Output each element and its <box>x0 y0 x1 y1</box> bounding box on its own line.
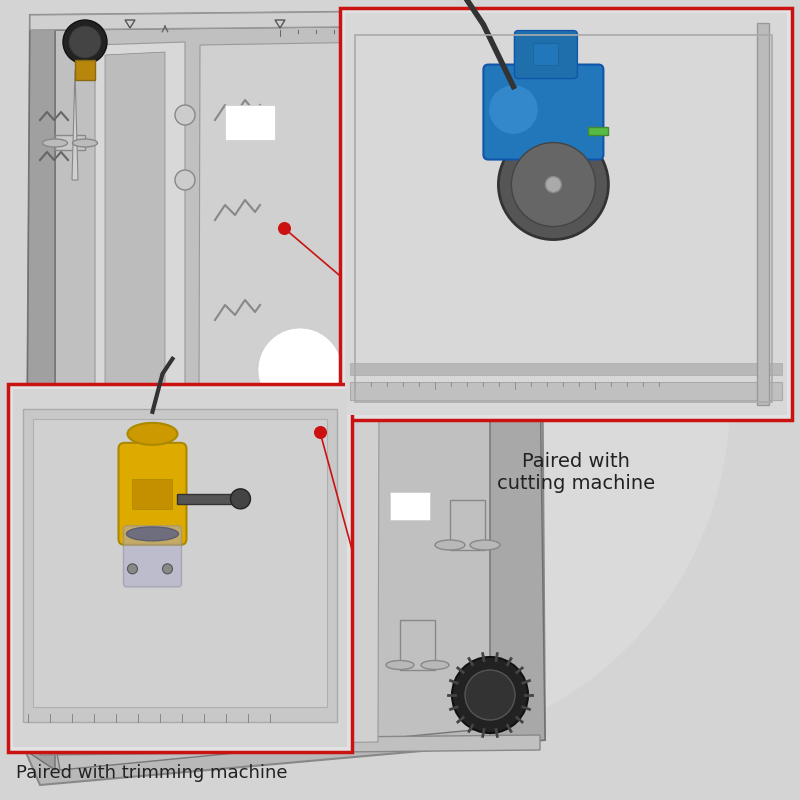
Bar <box>133 479 173 509</box>
Bar <box>450 500 485 550</box>
Bar <box>13 389 347 747</box>
Ellipse shape <box>73 139 98 147</box>
Circle shape <box>546 177 562 193</box>
Polygon shape <box>105 52 165 743</box>
Polygon shape <box>25 10 545 785</box>
Bar <box>355 35 772 402</box>
Polygon shape <box>72 70 78 180</box>
Text: Paired with
cutting machine: Paired with cutting machine <box>497 452 655 493</box>
Ellipse shape <box>42 139 67 147</box>
Bar <box>178 494 238 504</box>
Bar <box>400 620 435 670</box>
Bar <box>350 382 782 400</box>
Circle shape <box>498 130 608 239</box>
Circle shape <box>488 85 538 134</box>
Circle shape <box>258 328 342 412</box>
Bar <box>33 419 327 707</box>
Circle shape <box>175 170 195 190</box>
Ellipse shape <box>435 540 465 550</box>
FancyBboxPatch shape <box>123 526 182 587</box>
Ellipse shape <box>127 423 178 445</box>
FancyBboxPatch shape <box>514 30 578 78</box>
Bar <box>55 135 85 150</box>
FancyBboxPatch shape <box>483 65 603 159</box>
Bar <box>588 126 608 134</box>
Bar <box>8 384 352 752</box>
Polygon shape <box>55 25 525 770</box>
Circle shape <box>230 489 250 509</box>
Circle shape <box>511 142 595 226</box>
Polygon shape <box>40 735 540 755</box>
Bar <box>225 105 275 140</box>
Circle shape <box>175 105 195 125</box>
Polygon shape <box>198 42 380 745</box>
Circle shape <box>69 26 101 58</box>
Bar <box>340 8 792 420</box>
Text: Paired with trimming machine: Paired with trimming machine <box>16 764 287 782</box>
Point <box>314 426 326 438</box>
Bar <box>350 363 782 375</box>
Ellipse shape <box>126 527 178 541</box>
Circle shape <box>465 670 515 720</box>
Point <box>278 222 290 234</box>
Polygon shape <box>25 15 90 770</box>
Circle shape <box>162 564 173 574</box>
Bar <box>757 23 769 405</box>
Ellipse shape <box>470 540 500 550</box>
Circle shape <box>452 657 528 733</box>
Ellipse shape <box>30 50 730 750</box>
Circle shape <box>63 20 107 64</box>
Bar <box>390 492 430 520</box>
Bar <box>534 42 558 65</box>
Polygon shape <box>30 10 535 30</box>
Ellipse shape <box>386 661 414 670</box>
Bar <box>75 60 95 80</box>
Polygon shape <box>490 10 545 745</box>
Circle shape <box>127 564 138 574</box>
Bar <box>345 13 787 415</box>
Ellipse shape <box>421 661 449 670</box>
Bar <box>23 409 337 722</box>
Polygon shape <box>95 42 185 753</box>
FancyBboxPatch shape <box>118 443 186 545</box>
